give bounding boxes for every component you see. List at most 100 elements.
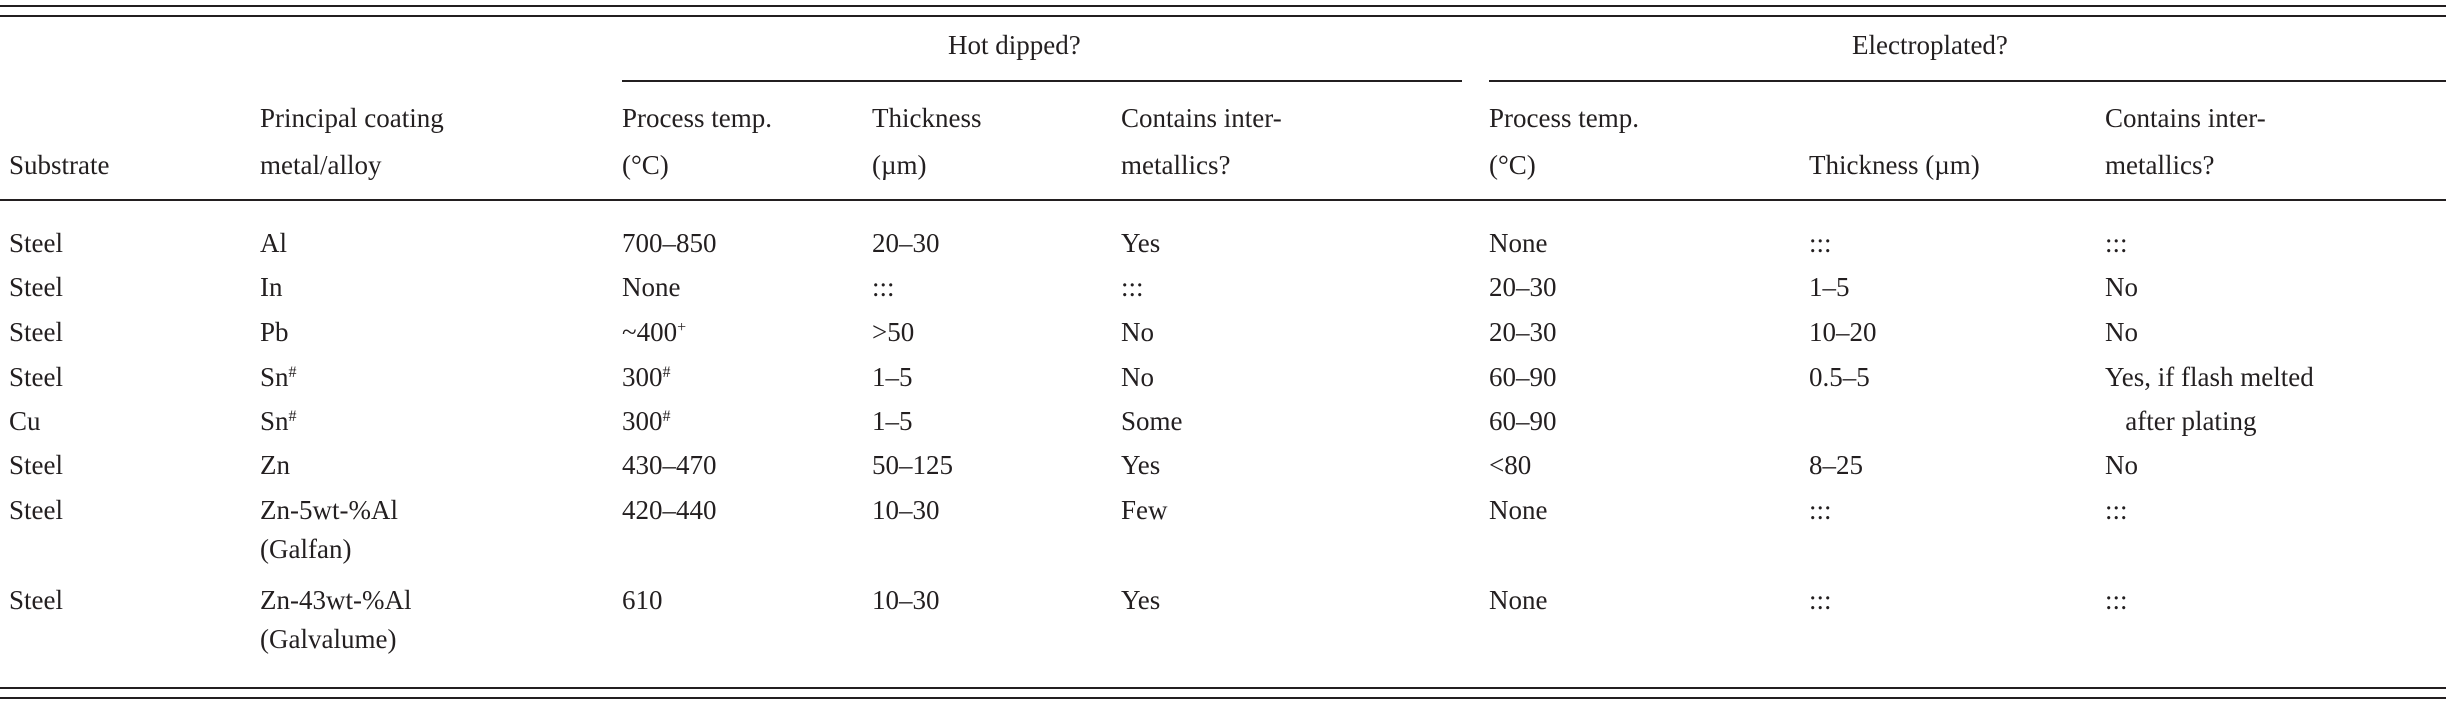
header-hd-thickness: Thickness xyxy=(872,103,982,133)
cell-hd-intermetallics-text: Some xyxy=(1121,406,1183,436)
cell-ep-thickness-text: 1–5 xyxy=(1809,272,1850,302)
cell-ep-temp-text: <80 xyxy=(1489,450,1532,480)
cell-ep-thickness-text: ::: xyxy=(1809,495,1832,525)
cell-hd-intermetallics-text: Few xyxy=(1121,495,1168,525)
header-substrate: Substrate xyxy=(9,150,110,180)
cell-ep-thickness: 10–20 xyxy=(1809,317,1877,347)
header-hd-thickness-2: (µm) xyxy=(872,150,927,180)
cell-coating-text: In xyxy=(260,272,283,302)
cell-hd-temp-text: None xyxy=(622,272,681,302)
cell-hd-thickness: 1–5 xyxy=(872,362,913,392)
header-hd-temp-2: (°C) xyxy=(622,150,669,180)
cell-coating-line-2: (Galvalume) xyxy=(260,624,397,654)
cell-hd-temp: None xyxy=(622,272,680,302)
cell-ep-intermetallics: ::: xyxy=(2105,585,2128,615)
cell-hd-thickness-text: 10–30 xyxy=(872,585,940,615)
cell-hd-thickness-text: 50–125 xyxy=(872,450,953,480)
cell-coating-text: Al xyxy=(260,228,287,258)
header-hd-intermetallics: Contains inter- xyxy=(1121,103,1282,133)
cell-coating-text: Sn xyxy=(260,362,289,392)
cell-coating-text: Sn xyxy=(260,406,289,436)
cell-ep-thickness-text: ::: xyxy=(1809,228,1832,258)
cell-hd-thickness: 10–30 xyxy=(872,495,940,525)
cell-substrate: Steel xyxy=(9,228,63,258)
cell-hd-temp-text: ~400 xyxy=(622,317,678,347)
cell-hd-intermetallics: No xyxy=(1121,362,1154,392)
footnote-mark: # xyxy=(662,364,671,381)
bottom-rule-2 xyxy=(0,697,2446,699)
cell-hd-thickness: 1–5 xyxy=(872,406,913,436)
cell-hd-intermetallics: Some xyxy=(1121,406,1183,436)
cell-hd-thickness-text: 20–30 xyxy=(872,228,940,258)
cell-hd-thickness-text: 1–5 xyxy=(872,406,913,436)
cell-ep-temp: None xyxy=(1489,495,1547,525)
top-rule-2 xyxy=(0,15,2446,17)
cell-ep-intermetallics-text: No xyxy=(2105,317,2138,347)
cell-coating-line-2: (Galfan) xyxy=(260,534,352,564)
cell-ep-thickness: 0.5–5 xyxy=(1809,362,1870,392)
cell-ep-thickness: ::: xyxy=(1809,228,1832,258)
cell-hd-intermetallics-text: No xyxy=(1121,317,1154,347)
cell-ep-intermetallics: No xyxy=(2105,272,2138,302)
cell-coating: Zn-43wt-%Al xyxy=(260,585,411,615)
cell-ep-intermetallics-text: ::: xyxy=(2105,228,2128,258)
cell-substrate-text: Steel xyxy=(9,272,63,302)
cell-coating: Sn# xyxy=(260,406,297,436)
header-ep-thickness: Thickness (µm) xyxy=(1809,150,1980,180)
cell-ep-temp-text: 20–30 xyxy=(1489,317,1557,347)
cell-substrate: Cu xyxy=(9,406,41,436)
cell-ep-intermetallics-text: ::: xyxy=(2105,585,2128,615)
cell-hd-intermetallics-text: Yes xyxy=(1121,228,1161,258)
hot-dipped-underline xyxy=(622,80,1462,82)
cell-substrate: Steel xyxy=(9,495,63,525)
cell-hd-thickness-text: >50 xyxy=(872,317,915,347)
cell-ep-intermetallics: ::: xyxy=(2105,228,2128,258)
top-rule xyxy=(0,5,2446,7)
cell-hd-thickness: >50 xyxy=(872,317,914,347)
cell-coating: Zn xyxy=(260,450,290,480)
header-ep-temp-2: (°C) xyxy=(1489,150,1536,180)
cell-ep-intermetallics-text: Yes, if flash melted xyxy=(2105,362,2314,392)
header-coating-2: metal/alloy xyxy=(260,150,382,180)
footnote-mark: # xyxy=(288,364,297,381)
cell-hd-thickness: 50–125 xyxy=(872,450,953,480)
cell-ep-temp-text: 60–90 xyxy=(1489,362,1557,392)
cell-hd-thickness-text: 1–5 xyxy=(872,362,913,392)
header-ep-intermetallics-2: metallics? xyxy=(2105,150,2215,180)
cell-coating-text: Zn-5wt-%Al xyxy=(260,495,398,525)
cell-hd-temp-text: 420–440 xyxy=(622,495,717,525)
cell-coating: In xyxy=(260,272,283,302)
cell-hd-temp-text: 610 xyxy=(622,585,663,615)
cell-coating: Zn-5wt-%Al xyxy=(260,495,398,525)
cell-hd-intermetallics: Yes xyxy=(1121,228,1160,258)
cell-ep-intermetallics: No xyxy=(2105,317,2138,347)
cell-coating: Sn# xyxy=(260,362,297,392)
cell-ep-temp-text: None xyxy=(1489,495,1548,525)
cell-hd-temp: 700–850 xyxy=(622,228,717,258)
cell-hd-intermetallics-text: ::: xyxy=(1121,272,1144,302)
header-ep-intermetallics: Contains inter- xyxy=(2105,103,2266,133)
cell-hd-intermetallics: ::: xyxy=(1121,272,1144,302)
header-coating: Principal coating xyxy=(260,103,444,133)
cell-hd-intermetallics-text: Yes xyxy=(1121,450,1161,480)
cell-hd-thickness: 10–30 xyxy=(872,585,940,615)
cell-substrate-text: Steel xyxy=(9,450,63,480)
cell-ep-temp: 20–30 xyxy=(1489,317,1557,347)
footnote-mark: # xyxy=(662,408,671,425)
cell-ep-intermetallics: after plating xyxy=(2105,406,2256,436)
cell-hd-intermetallics: Yes xyxy=(1121,585,1160,615)
bottom-rule xyxy=(0,687,2446,689)
cell-ep-temp: None xyxy=(1489,228,1547,258)
cell-hd-temp-text: 300 xyxy=(622,406,663,436)
cell-substrate: Steel xyxy=(9,317,63,347)
cell-hd-temp: 610 xyxy=(622,585,663,615)
cell-coating-text: Zn-43wt-%Al xyxy=(260,585,412,615)
cell-substrate: Steel xyxy=(9,272,63,302)
cell-hd-intermetallics-text: Yes xyxy=(1121,585,1161,615)
cell-substrate-text: Steel xyxy=(9,495,63,525)
cell-hd-temp: 300# xyxy=(622,362,671,392)
cell-hd-temp: 420–440 xyxy=(622,495,717,525)
cell-hd-intermetallics: No xyxy=(1121,317,1154,347)
cell-ep-temp: <80 xyxy=(1489,450,1531,480)
cell-substrate: Steel xyxy=(9,362,63,392)
